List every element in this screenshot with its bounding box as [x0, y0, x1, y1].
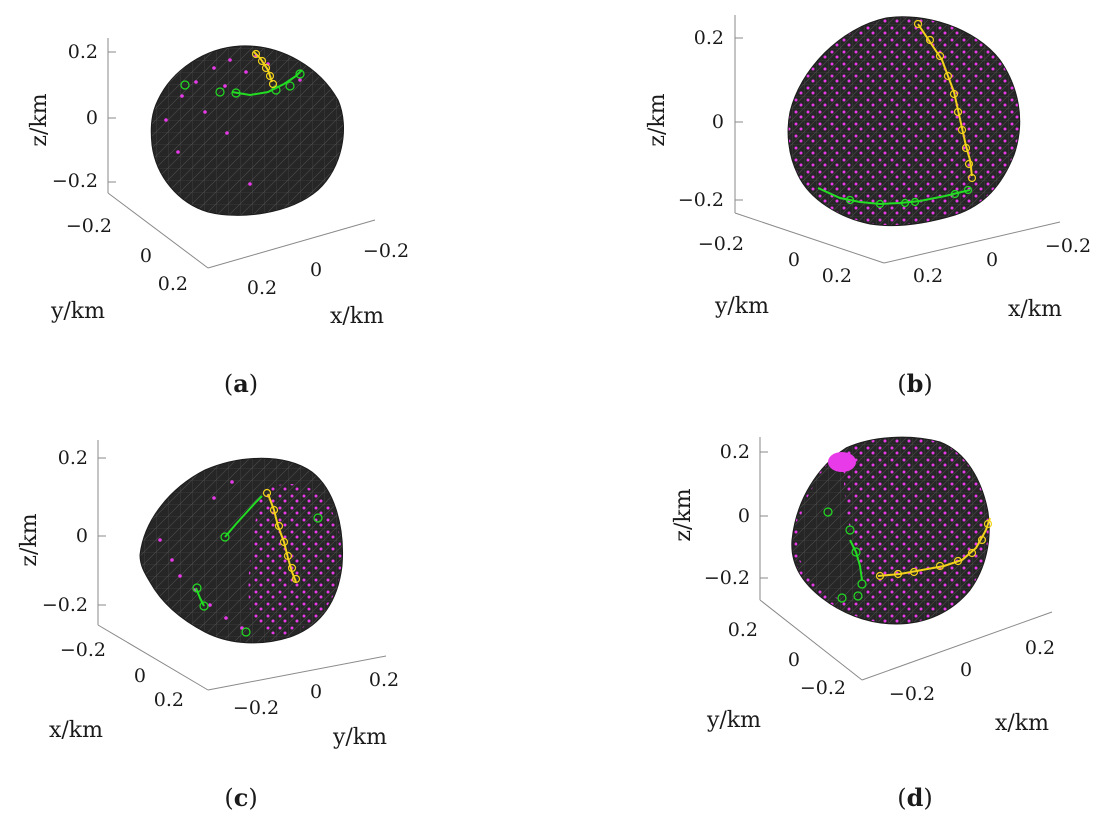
green-path-2 [195, 587, 205, 607]
left-axis-label: x/km [49, 718, 103, 743]
right-tick-1: −0.2 [233, 697, 279, 719]
yellow-path [917, 23, 973, 177]
right-tick-3: −0.2 [1045, 235, 1091, 257]
panel-caption: (b) [897, 369, 933, 398]
right-tick-1: −0.2 [889, 683, 935, 705]
left-tick-2: 0 [134, 665, 146, 687]
right-axis-label: y/km [332, 725, 387, 750]
left-tick-3: 0.2 [822, 265, 852, 287]
right-tick-3: 0.2 [1025, 637, 1055, 659]
asteroid-body [787, 16, 1021, 227]
right-tick-1: 0.2 [913, 265, 943, 287]
right-tick-2: 0 [310, 259, 322, 281]
panel-a: 0.2 0 −0.2 z/km −0.2 0 0.2 y/km 0.2 0 −0… [27, 38, 409, 398]
panel-d: 0.2 0 −0.2 z/km 0.2 0 −0.2 y/km −0.2 0 0… [671, 436, 1055, 812]
green-path [224, 495, 263, 538]
z-tick-top: 0.2 [68, 41, 98, 63]
left-axis-label: y/km [50, 299, 105, 324]
z-tick-top: 0.2 [720, 441, 750, 463]
right-axis-label: x/km [1008, 297, 1062, 322]
left-tick-1: −0.2 [66, 215, 112, 237]
green-path [849, 539, 863, 581]
right-axis-label: x/km [995, 711, 1049, 736]
z-tick-mid: 0 [86, 107, 98, 129]
left-axis-label: y/km [714, 294, 769, 319]
z-tick-bottom: −0.2 [704, 567, 750, 589]
magenta-region [248, 484, 342, 635]
axis-box [759, 437, 1053, 681]
green-markers [192, 513, 323, 637]
z-tick-bottom: −0.2 [52, 170, 98, 192]
z-axis-label: z/km [645, 93, 670, 146]
left-tick-2: 0 [788, 649, 800, 671]
green-path [817, 187, 971, 206]
green-markers [845, 185, 973, 209]
z-tick-bottom: −0.2 [42, 594, 88, 616]
magenta-cluster [828, 452, 856, 472]
green-path [231, 69, 303, 97]
yellow-path [877, 517, 991, 577]
left-axis-label: y/km [706, 708, 761, 733]
right-tick-3: 0.2 [369, 669, 399, 691]
right-tick-2: 0 [310, 681, 322, 703]
left-tick-1: −0.2 [60, 639, 106, 661]
left-tick-2: 0 [788, 249, 800, 271]
left-tick-3: 0.2 [154, 689, 184, 711]
panel-caption: (a) [224, 369, 258, 398]
z-tick-top: 0.2 [694, 27, 724, 49]
panel-caption: (d) [897, 783, 933, 812]
left-tick-1: −0.2 [698, 233, 744, 255]
panel-c: 0.2 0 −0.2 z/km −0.2 0 0.2 x/km −0.2 0 0… [17, 440, 399, 812]
yellow-markers [913, 19, 977, 183]
left-tick-1: 0.2 [728, 619, 758, 641]
yellow-markers [262, 488, 301, 584]
z-tick-bottom: −0.2 [678, 189, 724, 211]
z-axis-label: z/km [671, 488, 696, 541]
z-axis-label: z/km [17, 513, 42, 566]
asteroid-body [150, 45, 344, 216]
right-tick-3: −0.2 [363, 240, 409, 262]
axis-box [107, 38, 376, 269]
z-tick-mid: 0 [738, 505, 750, 527]
panel-caption: (c) [224, 783, 257, 812]
green-markers [823, 507, 867, 603]
axis-box [97, 440, 387, 691]
right-tick-2: 0 [986, 249, 998, 271]
left-tick-3: −0.2 [800, 677, 846, 699]
z-tick-mid: 0 [76, 525, 88, 547]
yellow-path [253, 51, 273, 83]
z-axis-label: z/km [27, 93, 52, 146]
left-tick-2: 0 [140, 245, 152, 267]
yellow-markers [251, 49, 278, 89]
left-tick-3: 0.2 [158, 273, 188, 295]
right-axis-label: x/km [330, 304, 384, 329]
right-tick-2: 0 [960, 659, 972, 681]
right-tick-1: 0.2 [247, 277, 277, 299]
panel-b: 0.2 0 −0.2 z/km −0.2 0 0.2 y/km 0.2 0 −0… [645, 15, 1091, 398]
z-tick-top: 0.2 [58, 447, 88, 469]
yellow-markers [875, 519, 993, 581]
dark-region [797, 456, 864, 604]
axis-box [734, 15, 1061, 264]
z-tick-mid: 0 [712, 111, 724, 133]
